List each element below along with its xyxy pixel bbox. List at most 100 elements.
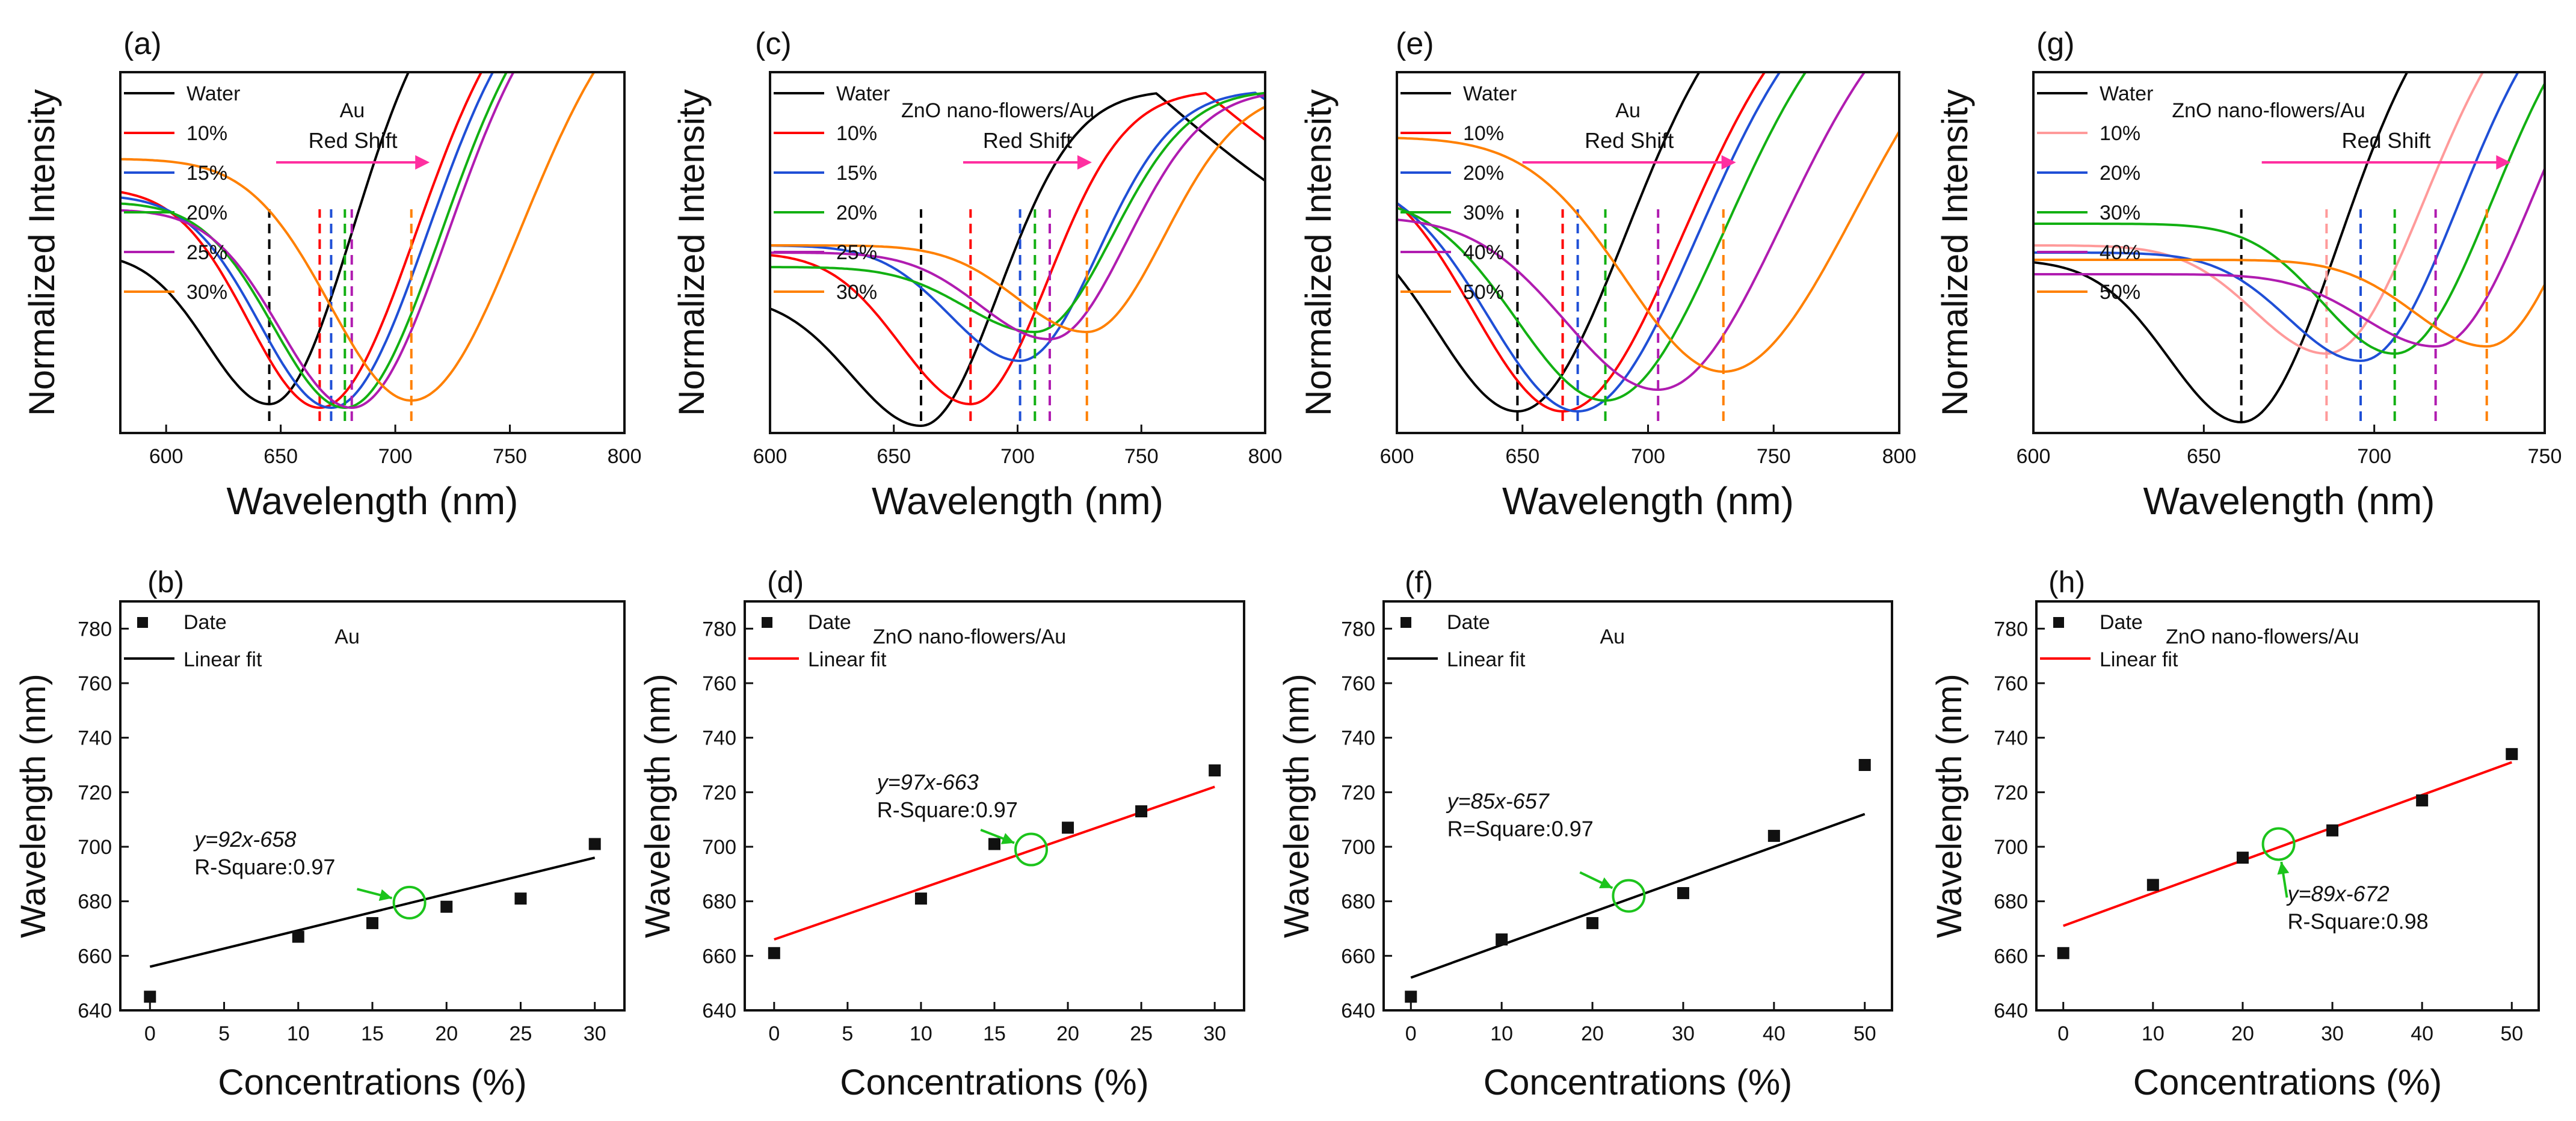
y-axis-label: Normalized Intensity <box>1298 89 1339 416</box>
y-tick-label: 740 <box>78 727 112 750</box>
data-point-3 <box>1586 917 1599 929</box>
panel-letter: (e) <box>1396 26 1434 61</box>
data-point-6 <box>1209 764 1221 777</box>
x-tick-label: 20 <box>1056 1022 1079 1045</box>
series-line-1 <box>770 92 1265 428</box>
highlight-arrowhead <box>2277 862 2290 875</box>
legend-label: 10% <box>1463 122 1504 145</box>
x-tick-label: 650 <box>263 445 298 468</box>
red-shift-arrowhead <box>1077 155 1092 170</box>
legend-label: 40% <box>2100 241 2140 264</box>
data-point-5 <box>514 892 527 905</box>
y-tick-label: 680 <box>78 891 112 914</box>
fit-panel-4: y=89x-672 R-Square:0.98 ZnO nano-flowers/A… <box>1930 565 2540 1102</box>
linear-fit-line <box>149 856 596 968</box>
spectra-curves <box>1397 72 1899 421</box>
spectra-panel-2: Red Shift ZnO nano-flowers/Au 600 650 700 750… <box>671 26 1282 523</box>
fit-panel-1: y=92x-658 R-Square:0.97 Au 0 5 10 15 20 25 30 640 6… <box>14 565 626 1102</box>
series-line-3 <box>2033 72 2519 363</box>
y-tick-label: 740 <box>1341 727 1375 750</box>
y-tick-label: 760 <box>1994 672 2028 695</box>
panel-letter: (d) <box>767 565 804 599</box>
x-tick-label: 600 <box>149 445 183 468</box>
red-shift-label: Red Shift <box>1585 128 1674 153</box>
panel-title: ZnO nano-flowers/Au <box>2166 625 2359 648</box>
panel-letter: (h) <box>2048 565 2085 599</box>
data-point-1 <box>768 947 780 959</box>
series-line-3 <box>770 91 1265 363</box>
series-line-3 <box>1397 72 1781 413</box>
x-tick-label: 5 <box>218 1022 230 1045</box>
fit-equation: y=92x-658 <box>193 827 296 852</box>
fit-r-square: R-Square:0.98 <box>2288 909 2429 934</box>
y-tick-label: 700 <box>78 836 112 859</box>
y-axis-label: Normalized Intensity <box>1935 89 1975 416</box>
spectra-panel-4: Red Shift ZnO nano-flowers/Au 600 650 700 750… <box>1935 26 2562 523</box>
y-tick-label: 780 <box>702 618 736 640</box>
x-tick-label: 10 <box>1490 1022 1513 1045</box>
legend-label: 15% <box>186 162 227 185</box>
data-point-6 <box>1858 759 1871 771</box>
y-tick-label: 720 <box>1994 781 2028 804</box>
series-line-1 <box>2033 72 2409 424</box>
series-line-4 <box>2033 83 2545 355</box>
legend-label: Linear fit <box>1447 648 1526 671</box>
data-point-4 <box>1677 887 1689 900</box>
red-shift-label: Red Shift <box>2341 128 2430 153</box>
y-tick-label: 760 <box>78 672 112 695</box>
fit-panel-3: y=85x-657 R=Square:0.97 Au 0 10 20 30 40 50 640 66… <box>1277 565 1893 1102</box>
panel-letter: (f) <box>1405 565 1433 599</box>
y-axis-label: Wavelength (nm) <box>14 674 53 938</box>
x-tick-label: 30 <box>1672 1022 1695 1045</box>
y-tick-label: 680 <box>702 891 736 914</box>
x-tick-label: 600 <box>1380 445 1414 468</box>
linear-fit-line <box>2063 761 2512 927</box>
x-tick-label: 650 <box>2187 445 2221 468</box>
x-tick-label: 15 <box>361 1022 384 1045</box>
legend-label: 50% <box>2100 281 2140 304</box>
x-tick-label: 800 <box>1882 445 1917 468</box>
spectra-curves <box>120 72 596 421</box>
panel-title: Au <box>1600 625 1625 648</box>
panel-letter: (c) <box>755 26 792 61</box>
data-point-5 <box>2416 794 2429 806</box>
legend-label: 20% <box>836 201 877 224</box>
x-axis-label: Wavelength (nm) <box>872 479 1163 523</box>
x-tick-label: 800 <box>1248 445 1283 468</box>
highlight-circle <box>392 885 427 920</box>
panel-title: Au <box>340 99 365 122</box>
spectra-panel-1: Red Shift Au 600 650 700 750 800 Wavelength (nm… <box>22 26 641 523</box>
x-axis-label: Concentrations (%) <box>218 1062 527 1102</box>
x-tick-label: 10 <box>287 1022 310 1045</box>
y-tick-label: 660 <box>702 945 736 968</box>
fit-equation: y=89x-672 <box>2286 882 2390 906</box>
data-point-6 <box>2506 748 2518 760</box>
fit-r-square: R-Square:0.97 <box>877 797 1018 822</box>
x-tick-label: 700 <box>1631 445 1665 468</box>
y-tick-label: 660 <box>1994 945 2028 968</box>
legend-label: Linear fit <box>183 648 262 671</box>
x-tick-label: 0 <box>1405 1022 1417 1045</box>
series-line-4 <box>1397 72 1807 402</box>
legend-label: Date <box>2100 611 2143 634</box>
panel-title: ZnO nano-flowers/Au <box>901 99 1094 122</box>
data-point-2 <box>292 930 304 943</box>
fit-r-square: R-Square:0.97 <box>194 855 335 879</box>
x-tick-label: 700 <box>378 445 413 468</box>
legend-label: 20% <box>186 201 227 224</box>
x-tick-label: 15 <box>983 1022 1006 1045</box>
y-tick-label: 740 <box>1994 727 2028 750</box>
x-tick-label: 30 <box>584 1022 606 1045</box>
highlight-arrowhead <box>1599 877 1613 888</box>
data-point-3 <box>366 917 378 929</box>
y-tick-label: 640 <box>1341 1000 1375 1022</box>
legend-label: 20% <box>2100 162 2140 185</box>
spectra-curves <box>770 91 1265 428</box>
data-point-4 <box>2326 824 2339 837</box>
y-tick-label: 780 <box>1341 618 1375 640</box>
x-axis-label: Wavelength (nm) <box>227 479 519 523</box>
data-point-1 <box>144 990 156 1003</box>
legend-label: 10% <box>186 122 227 145</box>
fit-r-square: R=Square:0.97 <box>1447 817 1594 841</box>
